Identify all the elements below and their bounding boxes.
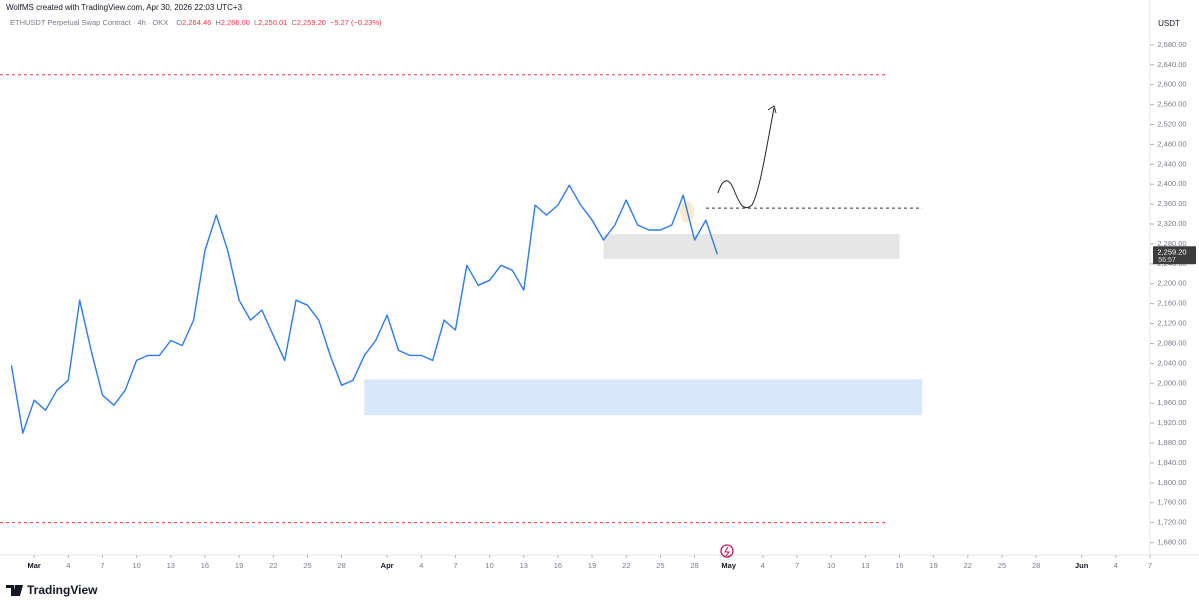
x-tick-label: Mar (27, 561, 40, 570)
y-tick-label: 2,000.00 (1157, 378, 1186, 387)
y-tick-label: 2,280.00 (1157, 239, 1186, 248)
y-tick-label: 1,800.00 (1157, 478, 1186, 487)
x-tick-label: May (721, 561, 736, 570)
y-tick-label: 2,080.00 (1157, 338, 1186, 347)
x-tick-label: 19 (588, 561, 596, 570)
y-tick-label: 1,840.00 (1157, 458, 1186, 467)
legend: ETHUSDT Perpetual Swap Contract · 4h · O… (10, 18, 382, 27)
price-line (10, 184, 718, 434)
x-tick-label: 25 (303, 561, 311, 570)
y-tick-label: 2,520.00 (1157, 119, 1186, 128)
x-tick-label: 7 (453, 561, 457, 570)
y-tick-label: 2,600.00 (1157, 80, 1186, 89)
ohlc-key: L (254, 18, 258, 27)
y-tick-label: 2,680.00 (1157, 40, 1186, 49)
y-tick-label: 2,120.00 (1157, 319, 1186, 328)
event-bolt (724, 546, 730, 557)
y-tick-label: 1,960.00 (1157, 398, 1186, 407)
x-tick-label: 13 (520, 561, 528, 570)
x-tick-label: 7 (795, 561, 799, 570)
y-tick-label: 2,640.00 (1157, 60, 1186, 69)
zone (603, 233, 900, 259)
x-tick-label: 16 (554, 561, 562, 570)
event-icon (720, 544, 734, 558)
symbol: ETHUSDT Perpetual Swap Contract · 4h · O… (10, 18, 168, 27)
x-tick-label: 4 (1114, 561, 1118, 570)
arrow-head (767, 105, 777, 114)
projection-arrow (717, 107, 775, 209)
countdown: 56:57 (1158, 257, 1176, 264)
y-tick-label: 1,720.00 (1157, 518, 1186, 527)
x-tick-label: 4 (761, 561, 765, 570)
zone (364, 379, 923, 416)
x-tick-label: Jun (1075, 561, 1089, 570)
x-tick-label: 19 (235, 561, 243, 570)
x-tick-label: 13 (167, 561, 175, 570)
x-tick-label: Apr (381, 561, 394, 570)
ohlc-value: 2,259.20 (297, 18, 326, 27)
x-tick-label: 10 (132, 561, 140, 570)
unit-label: USDT (1158, 19, 1180, 28)
ohlc-value: 2,250.01 (258, 18, 287, 27)
x-tick-label: 25 (656, 561, 664, 570)
y-tick-label: 2,440.00 (1157, 159, 1186, 168)
brand: TradingView (6, 583, 98, 597)
brand-logo (6, 585, 23, 596)
y-tick-label: 2,320.00 (1157, 219, 1186, 228)
x-tick-label: 22 (269, 561, 277, 570)
y-tick-label: 2,360.00 (1157, 199, 1186, 208)
y-tick-label: 1,920.00 (1157, 418, 1186, 427)
x-tick-label: 16 (201, 561, 209, 570)
ohlc-value: 2,266.00 (221, 18, 250, 27)
x-tick-label: 16 (895, 561, 903, 570)
x-tick-label: 4 (66, 561, 70, 570)
brand-name: TradingView (27, 583, 98, 597)
x-tick-label: 28 (690, 561, 698, 570)
x-tick-label: 13 (861, 561, 869, 570)
y-tick-label: 1,680.00 (1157, 538, 1186, 547)
x-tick-label: 28 (1032, 561, 1040, 570)
x-tick-label: 10 (827, 561, 835, 570)
y-tick-label: 2,160.00 (1157, 299, 1186, 308)
y-tick-label: 2,040.00 (1157, 358, 1186, 367)
x-tick-label: 19 (929, 561, 937, 570)
x-tick-label: 7 (100, 561, 104, 570)
ohlc-key: O (176, 18, 182, 27)
y-tick-label: 2,400.00 (1157, 179, 1186, 188)
ohlc-key: H (215, 18, 220, 27)
price-label-box (1153, 246, 1196, 265)
x-tick-label: 10 (485, 561, 493, 570)
y-tick-label: 2,200.00 (1157, 279, 1186, 288)
ohlc-value: 2,264.46 (182, 18, 211, 27)
header: WolfMS created with TradingView.com, Apr… (6, 3, 243, 12)
x-tick-label: 7 (1148, 561, 1152, 570)
price-label: 2,259.20 (1157, 247, 1186, 256)
y-tick-label: 2,560.00 (1157, 100, 1186, 109)
x-tick-label: 25 (998, 561, 1006, 570)
y-tick-label: 2,480.00 (1157, 139, 1186, 148)
legend-row: ETHUSDT Perpetual Swap Contract · 4h · O… (10, 18, 382, 27)
x-tick-label: 28 (337, 561, 345, 570)
x-tick-label: 22 (622, 561, 630, 570)
ohlc-key: C (291, 18, 297, 27)
y-tick-label: 1,760.00 (1157, 498, 1186, 507)
x-tick-label: 4 (419, 561, 423, 570)
change: −5.27 (−0.23%) (330, 18, 382, 27)
y-tick-label: 1,880.00 (1157, 438, 1186, 447)
x-tick-label: 22 (964, 561, 972, 570)
